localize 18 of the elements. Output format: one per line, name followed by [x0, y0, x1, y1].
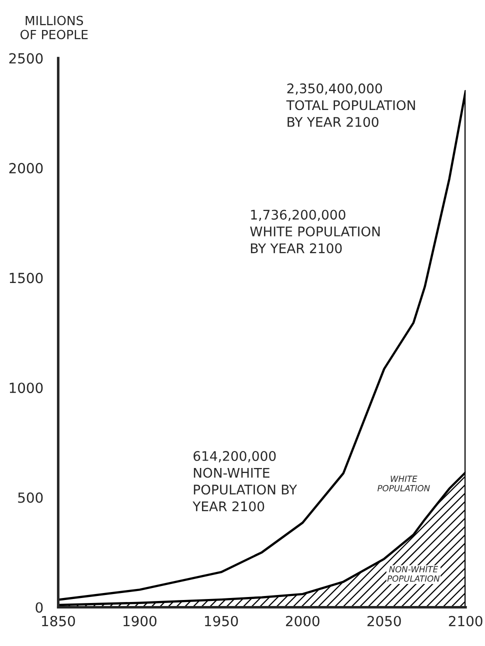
- y-tick-label: 1500: [10, 272, 43, 284]
- y-tick-label: 500: [18, 492, 43, 503]
- annotation: 614,200,000 NON-WHITE POPULATION BY YEAR 2100: [192, 451, 298, 512]
- y-tick-label: 2500: [9, 53, 43, 64]
- x-tick-label: 1850: [42, 616, 75, 626]
- y-tick-label: 2000: [9, 162, 43, 174]
- x-tick-label: 1950: [205, 616, 238, 626]
- x-tick-label: 2100: [448, 616, 482, 626]
- x-tick-label: 2050: [367, 616, 401, 626]
- x-tick-label: 1900: [124, 616, 156, 626]
- annotation: 1,736,200,000 WHITE POPULATION BY YEAR 2100: [250, 210, 380, 254]
- y-tick-label: 1000: [10, 382, 43, 394]
- series-label: WHITE POPULATION: [378, 476, 430, 492]
- annotation: 2,350,400,000 TOTAL POPULATION BY YEAR 2100: [286, 83, 415, 127]
- y-axis-title: MILLIONS OF PEOPLE: [20, 16, 88, 40]
- series-label: NON-WHITE POPULATION: [387, 566, 440, 582]
- y-tick-label: 0: [36, 602, 43, 613]
- x-tick-label: 2000: [286, 616, 320, 626]
